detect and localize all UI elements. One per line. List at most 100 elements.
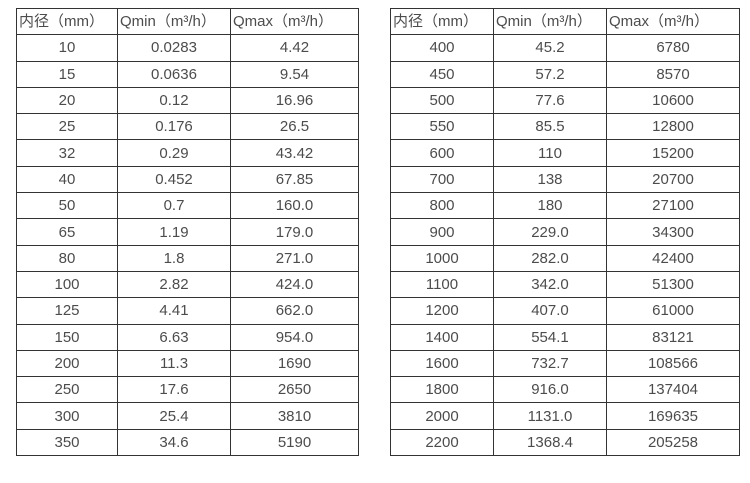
qmax-cell: 205258	[606, 428, 740, 457]
qmin-cell: 0.0283	[117, 34, 231, 62]
qmin-cell: 4.41	[117, 297, 231, 325]
qmin-cell: 57.2	[493, 60, 607, 88]
table-row: 20 0.12 16.96	[16, 86, 359, 115]
diameter-cell: 200	[16, 349, 118, 378]
qmin-cell: 138	[493, 165, 607, 194]
qmin-cell: 229.0	[493, 218, 607, 246]
qmin-cell: 110	[493, 139, 607, 167]
qmin-cell: 1.19	[117, 218, 231, 246]
qmin-cell: 85.5	[493, 113, 607, 141]
diameter-cell: 1800	[390, 376, 494, 404]
diameter-cell: 32	[16, 139, 118, 167]
qmax-cell: 16.96	[230, 86, 359, 115]
table-row: 300 25.4 3810	[16, 402, 359, 430]
table-row: 1000 282.0 42400	[390, 244, 740, 272]
table-row: 2000 1131.0 169635	[390, 402, 740, 430]
qmin-cell: 17.6	[117, 376, 231, 404]
qmin-cell: 1.8	[117, 244, 231, 272]
qmax-cell: 51300	[606, 270, 740, 299]
table-row: 1100 342.0 51300	[390, 270, 740, 299]
diameter-cell: 15	[16, 60, 118, 88]
table-row: 125 4.41 662.0	[16, 297, 359, 325]
diameter-cell: 25	[16, 113, 118, 141]
qmax-cell: 26.5	[230, 113, 359, 141]
table-row: 600 110 15200	[390, 139, 740, 167]
qmax-cell: 43.42	[230, 139, 359, 167]
diameter-cell: 1200	[390, 297, 494, 325]
table-row: 65 1.19 179.0	[16, 218, 359, 246]
column-header: 内径（mm）	[390, 7, 494, 36]
diameter-cell: 150	[16, 323, 118, 351]
qmin-cell: 45.2	[493, 34, 607, 62]
table-row: 1200 407.0 61000	[390, 297, 740, 325]
diameter-cell: 250	[16, 376, 118, 404]
table-row: 1600 732.7 108566	[390, 349, 740, 378]
diameter-cell: 1100	[390, 270, 494, 299]
table-row: 450 57.2 8570	[390, 60, 740, 88]
qmax-cell: 34300	[606, 218, 740, 246]
diameter-cell: 450	[390, 60, 494, 88]
diameter-cell: 500	[390, 86, 494, 115]
diameter-cell: 400	[390, 34, 494, 62]
qmax-cell: 4.42	[230, 34, 359, 62]
qmax-cell: 662.0	[230, 297, 359, 325]
diameter-cell: 65	[16, 218, 118, 246]
qmax-cell: 10600	[606, 86, 740, 115]
diameter-cell: 800	[390, 192, 494, 220]
qmin-cell: 0.29	[117, 139, 231, 167]
diameter-cell: 100	[16, 270, 118, 299]
table-row: 10 0.0283 4.42	[16, 34, 359, 62]
column-header: Qmax（m³/h）	[230, 7, 359, 36]
column-header: Qmin（m³/h）	[117, 7, 231, 36]
table-row: 2200 1368.4 205258	[390, 428, 740, 457]
qmin-cell: 0.7	[117, 192, 231, 220]
qmax-cell: 137404	[606, 376, 740, 404]
tables-container: 内径（mm） Qmin（m³/h） Qmax（m³/h） 10 0.0283 4.42 1…	[16, 7, 740, 457]
diameter-cell: 600	[390, 139, 494, 167]
qmin-cell: 0.0636	[117, 60, 231, 88]
qmax-cell: 67.85	[230, 165, 359, 194]
qmin-cell: 25.4	[117, 402, 231, 430]
diameter-flow-table-small: 内径（mm） Qmin（m³/h） Qmax（m³/h） 10 0.0283 4.42 1…	[16, 7, 359, 457]
table-row: 50 0.7 160.0	[16, 192, 359, 220]
qmax-cell: 108566	[606, 349, 740, 378]
table-row: 900 229.0 34300	[390, 218, 740, 246]
table-row: 32 0.29 43.42	[16, 139, 359, 167]
qmax-cell: 5190	[230, 428, 359, 457]
qmax-cell: 8570	[606, 60, 740, 88]
qmin-cell: 0.12	[117, 86, 231, 115]
table-row: 550 85.5 12800	[390, 113, 740, 141]
qmax-cell: 61000	[606, 297, 740, 325]
qmax-cell: 6780	[606, 34, 740, 62]
qmin-cell: 732.7	[493, 349, 607, 378]
table-row: 200 11.3 1690	[16, 349, 359, 378]
qmin-cell: 11.3	[117, 349, 231, 378]
qmin-cell: 554.1	[493, 323, 607, 351]
diameter-cell: 1000	[390, 244, 494, 272]
column-header: 内径（mm）	[16, 7, 118, 36]
diameter-cell: 300	[16, 402, 118, 430]
diameter-cell: 2000	[390, 402, 494, 430]
diameter-cell: 80	[16, 244, 118, 272]
qmax-cell: 12800	[606, 113, 740, 141]
qmin-cell: 916.0	[493, 376, 607, 404]
diameter-cell: 900	[390, 218, 494, 246]
qmax-cell: 954.0	[230, 323, 359, 351]
qmax-cell: 2650	[230, 376, 359, 404]
diameter-cell: 20	[16, 86, 118, 115]
table-row: 350 34.6 5190	[16, 428, 359, 457]
qmin-cell: 0.452	[117, 165, 231, 194]
qmin-cell: 282.0	[493, 244, 607, 272]
qmin-cell: 77.6	[493, 86, 607, 115]
table-row: 800 180 27100	[390, 192, 740, 220]
table-row: 15 0.0636 9.54	[16, 60, 359, 88]
qmin-cell: 180	[493, 192, 607, 220]
header-row: 内径（mm） Qmin（m³/h） Qmax（m³/h）	[390, 7, 740, 36]
qmin-cell: 2.82	[117, 270, 231, 299]
diameter-cell: 50	[16, 192, 118, 220]
table-row: 100 2.82 424.0	[16, 270, 359, 299]
qmax-cell: 160.0	[230, 192, 359, 220]
qmin-cell: 407.0	[493, 297, 607, 325]
qmax-cell: 179.0	[230, 218, 359, 246]
diameter-cell: 700	[390, 165, 494, 194]
